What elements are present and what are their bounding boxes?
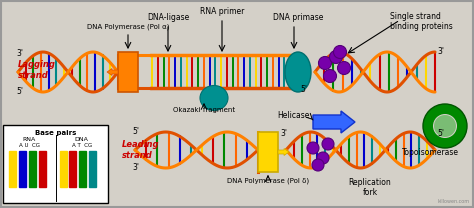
Text: Replication
fork: Replication fork	[348, 178, 392, 197]
Circle shape	[423, 104, 467, 148]
Bar	[19, 151, 26, 187]
Text: 3': 3'	[132, 163, 139, 172]
Bar	[258, 132, 278, 172]
Bar	[29, 151, 36, 187]
Text: Lagging
strand: Lagging strand	[18, 60, 56, 80]
FancyArrow shape	[107, 68, 118, 76]
Bar	[70, 151, 76, 187]
Bar	[80, 151, 86, 187]
Circle shape	[433, 114, 457, 138]
Bar	[118, 52, 138, 92]
Text: Single strand
binding proteins: Single strand binding proteins	[390, 12, 453, 31]
Text: DNA primase: DNA primase	[273, 13, 323, 22]
Circle shape	[319, 57, 331, 69]
Circle shape	[307, 142, 319, 154]
Bar	[90, 151, 97, 187]
Text: Leading
strand: Leading strand	[122, 140, 159, 160]
FancyBboxPatch shape	[3, 125, 108, 203]
Text: Topoisomerase: Topoisomerase	[402, 148, 459, 157]
Text: 5': 5'	[300, 85, 307, 94]
Text: DNA Polymerase (Pol α): DNA Polymerase (Pol α)	[87, 24, 169, 30]
Text: A T  CG: A T CG	[72, 143, 92, 148]
Circle shape	[329, 51, 343, 63]
FancyArrow shape	[278, 149, 289, 156]
Bar	[39, 151, 46, 187]
Text: DNA-ligase: DNA-ligase	[147, 13, 189, 22]
Text: killowen.com: killowen.com	[438, 199, 470, 204]
Circle shape	[334, 46, 346, 58]
Text: 5': 5'	[132, 128, 139, 136]
Bar	[60, 151, 66, 187]
Text: 3': 3'	[280, 129, 287, 137]
Text: RNA: RNA	[23, 137, 36, 142]
Text: DNA: DNA	[75, 137, 89, 142]
Text: DNA Polymerase (Pol δ): DNA Polymerase (Pol δ)	[227, 178, 309, 184]
Text: Okazaki fragment: Okazaki fragment	[173, 107, 235, 113]
Text: 5': 5'	[437, 129, 444, 137]
Bar	[9, 151, 16, 187]
Text: A U  CG: A U CG	[19, 143, 40, 148]
Circle shape	[323, 69, 337, 83]
FancyArrow shape	[313, 111, 355, 133]
Text: RNA primer: RNA primer	[200, 7, 244, 16]
Ellipse shape	[285, 52, 311, 92]
Circle shape	[434, 115, 456, 137]
Circle shape	[322, 138, 334, 150]
Circle shape	[312, 159, 324, 171]
Text: 5': 5'	[16, 88, 23, 97]
Text: 3': 3'	[16, 48, 23, 57]
Circle shape	[337, 62, 350, 74]
Ellipse shape	[200, 85, 228, 110]
Text: Base pairs: Base pairs	[35, 130, 76, 136]
Text: 3': 3'	[437, 47, 444, 57]
Circle shape	[317, 152, 329, 164]
Text: Helicase: Helicase	[278, 111, 310, 120]
